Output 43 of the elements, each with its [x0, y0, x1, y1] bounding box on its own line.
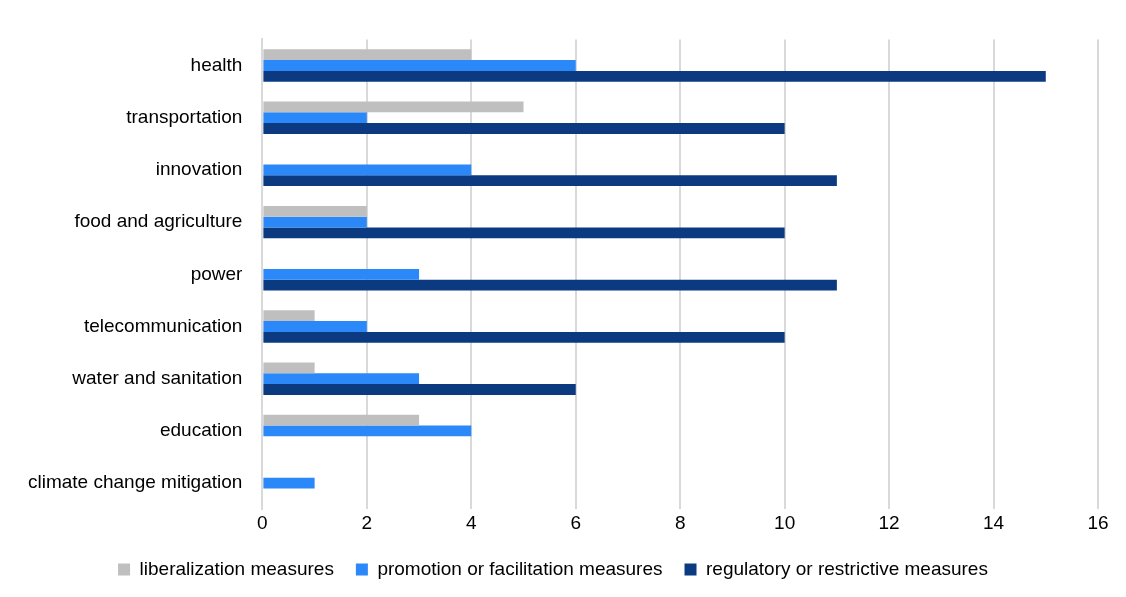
- bar: [263, 101, 524, 113]
- legend-label: liberalization measures: [139, 557, 334, 579]
- bar: [263, 216, 367, 228]
- y-tick-label: water and sanitation: [71, 366, 243, 388]
- x-tick-label: 6: [570, 511, 582, 533]
- bar: [263, 373, 420, 385]
- bar: [263, 49, 472, 61]
- y-tick-label: education: [159, 419, 243, 441]
- bar: [263, 70, 1046, 82]
- bar: [263, 310, 315, 322]
- bar: [263, 205, 367, 217]
- x-tick-label: 12: [878, 511, 900, 533]
- bar: [263, 123, 785, 134]
- x-tick-label: 8: [674, 511, 686, 533]
- bar: [263, 321, 367, 332]
- y-tick-label: health: [190, 53, 243, 75]
- bar: [263, 425, 472, 437]
- x-tick-label: 16: [1087, 511, 1109, 533]
- bar: [263, 268, 420, 280]
- x-tick-label: 10: [774, 511, 796, 533]
- x-tick-label: 4: [466, 511, 477, 533]
- legend-label: regulatory or restrictive measures: [706, 557, 988, 579]
- y-tick-label: climate change mitigation: [28, 471, 243, 493]
- bar: [263, 175, 837, 187]
- bar: [263, 227, 785, 239]
- bar: [263, 164, 472, 176]
- bar: [263, 384, 576, 395]
- bar: [263, 331, 785, 343]
- bar: [263, 112, 367, 124]
- bar: [263, 279, 837, 291]
- bar: [263, 362, 315, 374]
- y-tick-label: food and agriculture: [74, 210, 243, 232]
- x-tick-label: 2: [361, 511, 373, 533]
- y-tick-label: innovation: [155, 158, 243, 180]
- y-tick-label: telecommunication: [83, 314, 243, 336]
- bar: [263, 60, 576, 71]
- bar: [263, 414, 420, 426]
- bar: [263, 477, 315, 489]
- legend-label: promotion or facilitation measures: [377, 557, 663, 579]
- x-tick-label: 0: [257, 511, 268, 533]
- y-tick-label: power: [190, 262, 244, 284]
- y-tick-label: transportation: [126, 105, 243, 127]
- x-tick-label: 14: [982, 511, 1005, 533]
